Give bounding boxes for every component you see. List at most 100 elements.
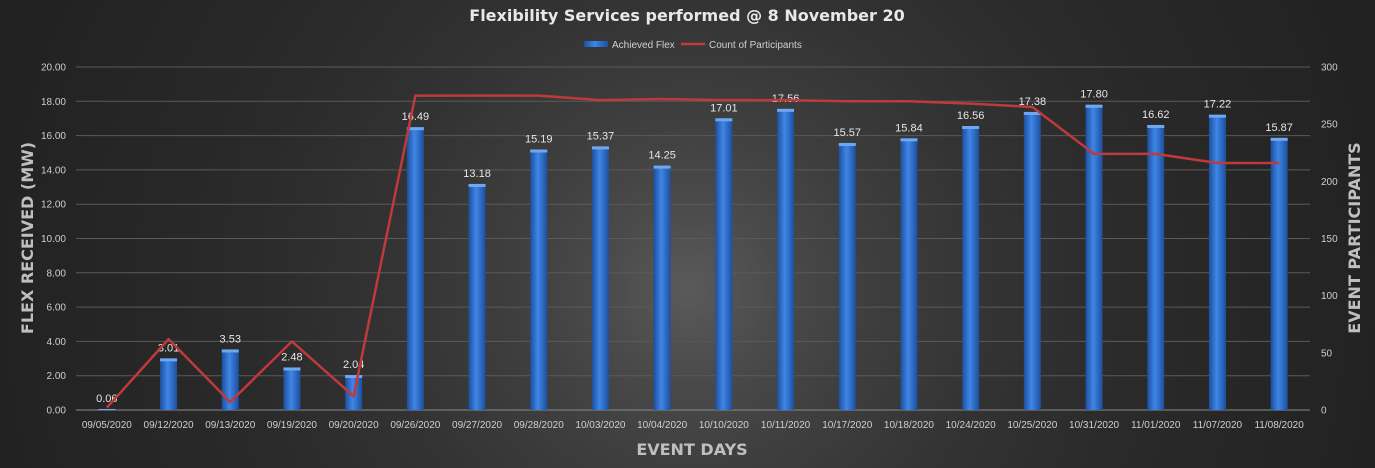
bar-top [591, 146, 609, 150]
x-tick-label: 10/24/2020 [946, 420, 996, 431]
bar-top [653, 165, 671, 169]
bar [221, 349, 239, 410]
chart-title: Flexibility Services performed @ 8 Novem… [469, 6, 904, 25]
y-axis-left-ticks: 0.00 2.00 4.00 6.00 8.00 10.00 12.00 14.00 16.00… [41, 63, 66, 417]
bar [1023, 111, 1041, 411]
bar-top [1023, 111, 1041, 115]
bar [1147, 124, 1165, 410]
bar [1085, 104, 1103, 410]
bar-top [160, 358, 178, 362]
line-series [105, 94, 1280, 409]
y-tick-label: 10.00 [41, 234, 66, 245]
x-tick-label: 09/27/2020 [452, 420, 502, 431]
bar [1208, 114, 1226, 410]
bar [900, 138, 918, 410]
x-tick-label: 09/13/2020 [205, 420, 255, 431]
bar-top [1270, 137, 1288, 141]
bar [777, 108, 795, 410]
bar-data-label: 15.87 [1265, 122, 1293, 134]
x-tick-label: 10/18/2020 [884, 420, 934, 431]
y-tick-label: 4.00 [47, 337, 67, 348]
bar-data-label: 2.48 [281, 351, 302, 363]
bar [591, 146, 609, 411]
bar-top [1147, 124, 1165, 128]
bar-data-label: 13.18 [463, 168, 491, 180]
bar-top [98, 408, 116, 410]
bar [962, 125, 980, 410]
y-tick-label: 0.00 [47, 406, 67, 417]
y2-tick-label: 50 [1321, 348, 1333, 359]
bar [1270, 137, 1288, 410]
x-tick-label: 10/17/2020 [822, 420, 872, 431]
bar-data-label: 17.01 [710, 102, 738, 114]
x-tick-label: 10/10/2020 [699, 420, 749, 431]
bar-top [838, 142, 856, 146]
bar [406, 127, 424, 410]
bar-top [900, 138, 918, 142]
bar-data-label: 16.62 [1142, 109, 1170, 121]
bar [468, 183, 486, 410]
bar-top [468, 183, 486, 187]
y2-tick-label: 200 [1321, 177, 1338, 188]
legend: Achieved Flex Count of Participants [584, 40, 802, 51]
bar [838, 142, 856, 411]
bar-top [530, 149, 548, 153]
x-tick-label: 10/11/2020 [761, 420, 811, 431]
x-tick-label: 10/04/2020 [637, 420, 687, 431]
y-axis-right-ticks: 0 50 100 150 200 250 300 [1321, 63, 1338, 417]
bar-top [1085, 104, 1103, 108]
legend-label-participants: Count of Participants [709, 40, 802, 51]
bar-top [1208, 114, 1226, 118]
x-tick-label: 11/08/2020 [1254, 420, 1304, 431]
x-tick-label: 10/03/2020 [575, 420, 625, 431]
y2-tick-label: 300 [1321, 63, 1338, 74]
legend-swatch-achieved-flex [584, 41, 608, 47]
bar-data-label: 3.53 [220, 333, 241, 345]
x-tick-label: 11/07/2020 [1193, 420, 1243, 431]
bar-data-label: 17.22 [1204, 99, 1232, 111]
x-tick-label: 11/01/2020 [1131, 420, 1181, 431]
y2-tick-label: 0 [1321, 406, 1327, 417]
bar [530, 149, 548, 410]
bar-data-label: 17.80 [1080, 89, 1108, 101]
x-tick-label: 10/25/2020 [1007, 420, 1057, 431]
y-tick-label: 16.00 [41, 131, 66, 142]
bar [653, 165, 671, 410]
bar-data-label: 15.19 [525, 133, 553, 145]
bar-data-label: 17.38 [1019, 96, 1047, 108]
bar-data-label: 16.49 [402, 111, 430, 123]
y-tick-label: 12.00 [41, 200, 66, 211]
y-tick-label: 14.00 [41, 165, 66, 176]
x-tick-label: 10/31/2020 [1069, 420, 1119, 431]
gridlines [76, 66, 1310, 411]
bar-top [962, 125, 980, 129]
bar-top [777, 108, 795, 112]
y-tick-label: 20.00 [41, 63, 66, 74]
x-tick-label: 09/20/2020 [329, 420, 379, 431]
x-tick-label: 09/19/2020 [267, 420, 317, 431]
y-axis-left-title: FLEX RECEIVED (MW) [18, 142, 37, 334]
x-axis-title: EVENT DAYS [636, 440, 747, 459]
y2-tick-label: 100 [1321, 291, 1338, 302]
y-axis-right-title: EVENT PARTICIPANTS [1345, 142, 1364, 333]
bar-data-label: 14.25 [648, 150, 676, 162]
y2-tick-label: 150 [1321, 234, 1338, 245]
bar [283, 367, 301, 410]
bar-data-label: 17.56 [772, 93, 800, 105]
y-tick-label: 2.00 [47, 371, 67, 382]
x-tick-label: 09/26/2020 [390, 420, 440, 431]
y-tick-label: 6.00 [47, 303, 67, 314]
bar-data-label: 15.57 [833, 127, 861, 139]
bar-data-label: 15.37 [587, 130, 615, 142]
x-tick-label: 09/12/2020 [144, 420, 194, 431]
bar-data-label: 15.84 [895, 122, 923, 134]
x-axis-ticks: 09/05/2020 09/12/2020 09/13/2020 09/19/2020… [82, 420, 1304, 431]
bar-data-label: 16.56 [957, 110, 985, 122]
x-tick-label: 09/28/2020 [514, 420, 564, 431]
participants-line [105, 94, 1280, 409]
bar-top [283, 367, 301, 371]
y2-tick-label: 250 [1321, 120, 1338, 131]
bar-top [345, 375, 363, 379]
